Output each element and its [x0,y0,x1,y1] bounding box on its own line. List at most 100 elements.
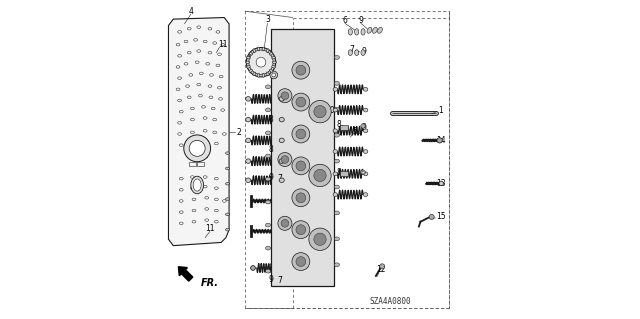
Ellipse shape [334,81,339,85]
Circle shape [296,193,306,203]
Circle shape [292,189,310,207]
Ellipse shape [272,56,275,59]
Ellipse shape [266,177,271,181]
Circle shape [281,156,289,163]
Ellipse shape [279,138,284,143]
Circle shape [296,97,306,107]
Text: 15: 15 [436,212,445,221]
Text: 13: 13 [436,179,445,188]
Ellipse shape [333,193,337,197]
Text: FR.: FR. [200,278,218,288]
Circle shape [278,89,292,103]
Ellipse shape [253,72,255,76]
Circle shape [292,61,310,79]
Ellipse shape [257,47,260,51]
Circle shape [437,138,442,143]
Circle shape [281,219,289,227]
Ellipse shape [266,108,271,112]
Ellipse shape [361,124,365,128]
Ellipse shape [334,211,339,215]
Circle shape [270,71,278,79]
Circle shape [292,221,310,239]
Circle shape [278,216,292,230]
Ellipse shape [262,73,264,77]
Ellipse shape [334,133,339,137]
Circle shape [251,266,255,270]
Ellipse shape [225,198,229,200]
Ellipse shape [246,97,251,101]
Ellipse shape [334,237,339,241]
Circle shape [437,138,442,143]
Text: 8: 8 [336,120,341,129]
Ellipse shape [246,178,251,182]
Ellipse shape [273,61,276,63]
Ellipse shape [266,154,271,158]
Text: 9: 9 [362,123,367,132]
Bar [189,162,196,166]
Circle shape [309,100,331,123]
Circle shape [251,266,255,270]
Ellipse shape [193,179,201,191]
Ellipse shape [225,152,229,154]
Ellipse shape [355,29,359,35]
Ellipse shape [266,223,271,227]
Ellipse shape [225,182,229,185]
Ellipse shape [246,159,251,163]
Text: 5: 5 [352,127,357,136]
Ellipse shape [333,172,337,176]
Ellipse shape [246,65,250,68]
Bar [200,153,207,157]
Ellipse shape [333,150,337,153]
Ellipse shape [246,61,250,63]
Text: 4: 4 [188,7,193,16]
Ellipse shape [246,138,251,143]
Ellipse shape [249,52,252,55]
Ellipse shape [246,56,250,59]
Ellipse shape [257,73,260,77]
Ellipse shape [334,159,339,163]
Text: 9: 9 [358,16,364,25]
Ellipse shape [334,107,339,111]
Polygon shape [168,18,229,246]
Ellipse shape [364,87,368,91]
Text: 8: 8 [268,145,273,154]
Text: 8: 8 [268,115,273,124]
Text: 9: 9 [268,173,273,182]
Circle shape [296,225,306,234]
Ellipse shape [361,29,365,35]
Ellipse shape [279,97,284,101]
Ellipse shape [348,50,353,56]
Circle shape [309,228,331,250]
Ellipse shape [333,87,337,91]
Ellipse shape [225,167,229,170]
Bar [194,153,200,157]
Circle shape [296,65,306,75]
Ellipse shape [251,266,255,270]
Bar [340,171,348,176]
Circle shape [189,140,205,156]
Ellipse shape [279,178,284,182]
Text: 14: 14 [436,136,445,145]
Circle shape [281,92,289,100]
Circle shape [249,50,273,74]
Circle shape [246,48,276,77]
Circle shape [439,181,444,186]
Text: 1: 1 [438,106,443,115]
Ellipse shape [266,49,269,52]
Ellipse shape [266,269,271,273]
Ellipse shape [372,27,377,33]
Ellipse shape [378,27,382,33]
Circle shape [292,253,310,271]
Text: 9: 9 [268,275,273,284]
Text: 8: 8 [336,168,341,177]
Ellipse shape [362,125,364,127]
Text: 6: 6 [342,16,348,25]
Circle shape [296,129,306,139]
Ellipse shape [364,129,368,133]
Ellipse shape [279,159,284,163]
Ellipse shape [253,49,255,52]
Text: 7: 7 [278,276,283,285]
Ellipse shape [355,50,359,56]
Text: 11: 11 [218,40,227,49]
Bar [340,125,348,130]
